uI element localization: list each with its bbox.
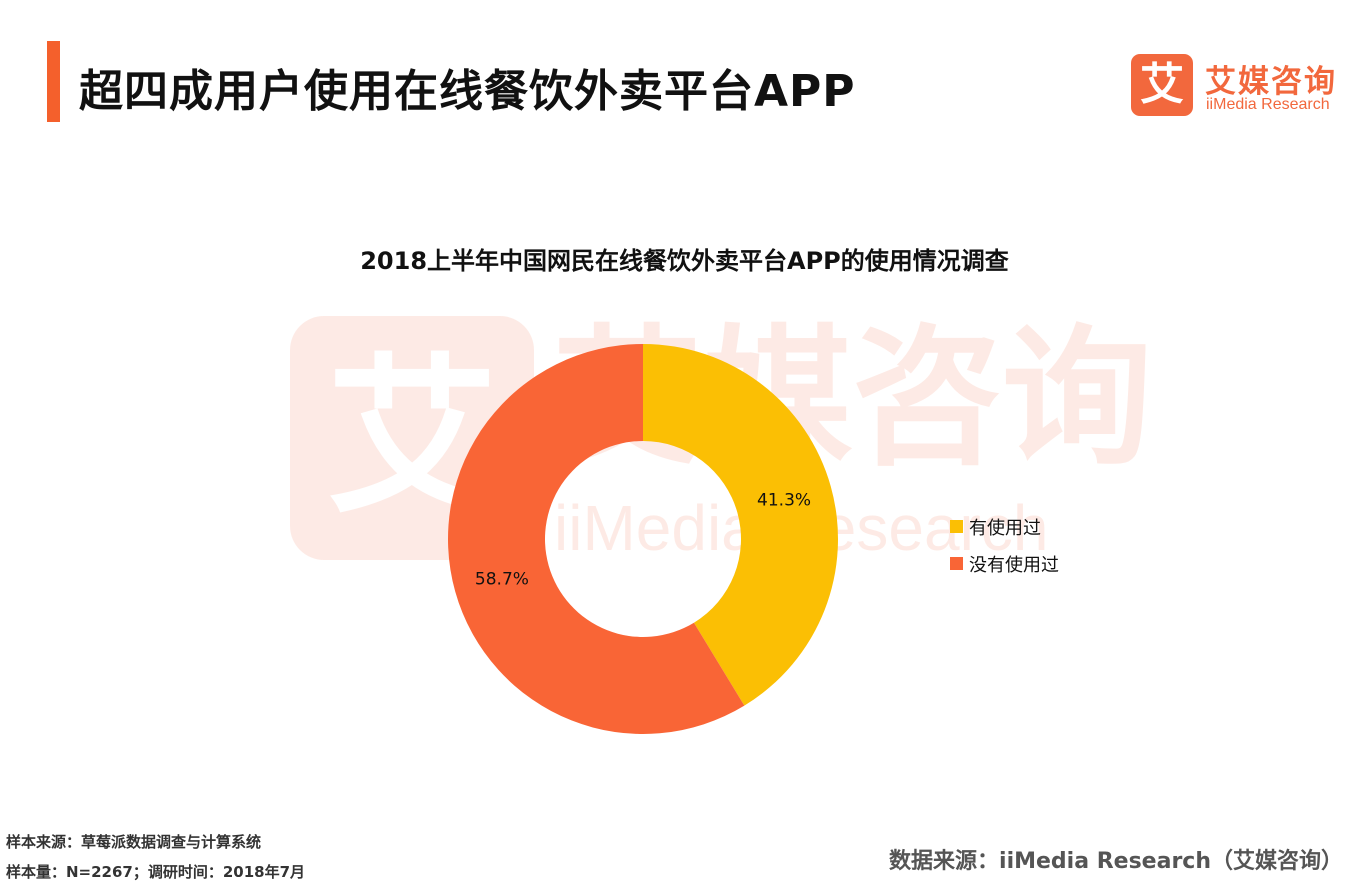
legend-item-not-used: 没有使用过 (950, 545, 1059, 582)
legend-swatch-not-used (950, 557, 963, 570)
legend-label-not-used: 没有使用过 (969, 554, 1059, 576)
legend-item-used: 有使用过 (950, 508, 1059, 545)
data-source: 数据来源：iiMedia Research（艾媒咨询） (889, 849, 1343, 874)
chart-legend: 有使用过 没有使用过 (950, 508, 1059, 582)
title-accent-bar (47, 41, 60, 122)
sample-source: 样本来源：草莓派数据调查与计算系统 (6, 833, 262, 851)
logo-name-en: iiMedia Research (1206, 96, 1330, 113)
footnote: 样本来源：草莓派数据调查与计算系统 样本量：N=2267；调研时间：2018年7… (6, 827, 305, 887)
sample-size: 样本量：N=2267；调研时间：2018年7月 (6, 863, 306, 881)
brand-logo: 艾 艾媒咨询 iiMedia Research (1131, 54, 1346, 116)
logo-name-cn: 艾媒咨询 (1205, 64, 1337, 100)
legend-swatch-used (950, 520, 963, 533)
slice-label-used: 41.3% (757, 490, 811, 510)
legend-label-used: 有使用过 (969, 517, 1041, 539)
slice-label-not-used: 58.7% (475, 570, 529, 590)
logo-mark-icon: 艾 (1131, 54, 1193, 116)
page-title: 超四成用户使用在线餐饮外卖平台APP (79, 66, 856, 117)
donut-slice-used (643, 344, 839, 706)
donut-slice-not-used (448, 344, 745, 734)
chart-title: 2018上半年中国网民在线餐饮外卖平台APP的使用情况调查 (360, 247, 1009, 275)
